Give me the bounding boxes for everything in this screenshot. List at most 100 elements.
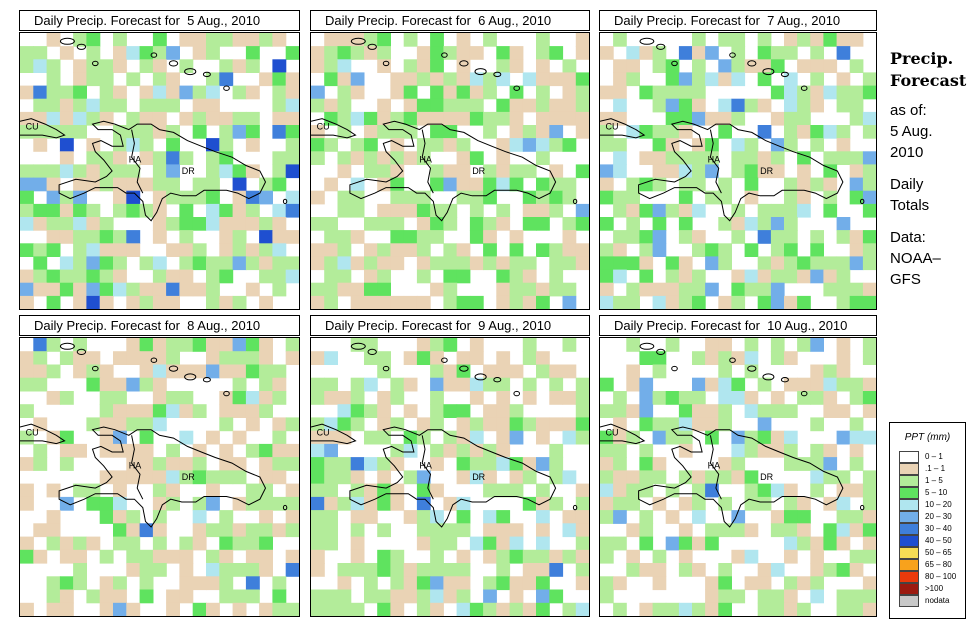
precip-cell: [692, 243, 706, 257]
precip-cell: [536, 138, 550, 152]
precip-cell: [613, 59, 627, 73]
precip-cell: [364, 430, 378, 445]
precip-cell: [126, 190, 141, 205]
precip-cell: [311, 563, 325, 577]
precip-cell: [350, 85, 365, 100]
precip-cell: [536, 190, 550, 205]
precip-cell: [416, 523, 431, 538]
precip-cell: [692, 164, 706, 179]
precip-cell: [350, 72, 365, 87]
precip-cell: [59, 98, 74, 113]
precip-cell: [126, 138, 141, 152]
precip-cell: [390, 549, 405, 564]
precip-cell: [311, 549, 325, 564]
precip-cell: [206, 256, 220, 271]
precip-cell: [626, 230, 640, 244]
precip-cell: [744, 483, 759, 498]
precip-cell: [757, 46, 772, 60]
precip-cell: [139, 338, 154, 352]
precip-cell: [126, 243, 141, 257]
precip-cell: [179, 457, 194, 471]
precip-cell: [862, 377, 876, 392]
precip-cell: [73, 256, 87, 271]
island-outline: [382, 365, 390, 372]
precip-cell: [219, 391, 234, 405]
precip-cell: [390, 391, 405, 405]
precip-cell: [536, 151, 550, 165]
precip-cell: [59, 391, 74, 405]
precip-cell: [678, 177, 693, 192]
precip-cell: [757, 256, 772, 271]
precip-cell: [797, 125, 811, 139]
precip-cell: [678, 443, 693, 458]
precip-cell: [232, 364, 247, 379]
precip-cell: [324, 391, 338, 405]
precip-cell: [770, 589, 785, 604]
precip-cell: [285, 351, 299, 365]
precip-cell: [311, 496, 325, 511]
island-outline: [513, 390, 520, 397]
precip-cell: [73, 536, 87, 551]
island-outline: [223, 390, 230, 397]
precip-cell: [469, 430, 484, 445]
precip-cell: [536, 85, 550, 100]
precip-cell: [73, 230, 87, 244]
precip-cell: [483, 576, 497, 591]
precip-cell: [20, 483, 34, 498]
precip-cell: [272, 443, 287, 458]
precip-cell: [626, 217, 640, 231]
precip-cell: [232, 563, 247, 577]
precip-cell: [377, 351, 391, 365]
precip-cell: [784, 98, 798, 113]
precip-cell: [350, 404, 365, 418]
legend-label: 30 – 40: [925, 524, 952, 533]
precip-cell: [522, 391, 537, 405]
precip-cell: [443, 111, 458, 126]
precip-cell: [836, 125, 851, 139]
precip-map: CU HA DR: [599, 337, 877, 617]
precip-cell: [364, 243, 378, 257]
island-outline: [459, 365, 469, 372]
precip-cell: [245, 164, 260, 179]
precip-cell: [836, 217, 851, 231]
precip-cell: [797, 203, 811, 218]
legend-label: 20 – 30: [925, 512, 952, 521]
precip-cell: [73, 549, 87, 564]
precip-cell: [166, 295, 180, 309]
precip-cell: [692, 510, 706, 524]
precip-cell: [377, 217, 391, 231]
precip-cell: [259, 391, 273, 405]
precip-cell: [272, 523, 287, 538]
precip-cell: [113, 151, 127, 165]
precip-cell: [73, 576, 87, 591]
precip-cell: [509, 125, 524, 139]
precip-cell: [862, 496, 876, 511]
precip-cell: [324, 523, 338, 538]
island-outline: [513, 85, 520, 91]
precip-cell: [770, 391, 785, 405]
precip-cell: [613, 72, 627, 87]
precip-cell: [744, 523, 759, 538]
precip-cell: [219, 59, 234, 73]
precip-cell: [46, 338, 61, 352]
precip-cell: [823, 536, 838, 551]
precip-cell: [377, 111, 391, 126]
precip-cell: [192, 177, 207, 192]
cuba-coastline: [311, 423, 357, 445]
precip-cell: [626, 190, 640, 205]
precip-cell: [219, 164, 234, 179]
precip-cell: [73, 125, 87, 139]
precip-cell: [862, 85, 876, 100]
island-outline: [350, 342, 366, 350]
country-label-haiti: HA: [708, 155, 721, 165]
precip-cell: [430, 177, 444, 192]
precip-cell: [575, 377, 589, 392]
precip-cell: [403, 230, 418, 244]
country-label-cuba: CU: [317, 122, 330, 132]
island-outline: [350, 37, 366, 45]
precip-cell: [311, 377, 325, 392]
precip-cell: [311, 98, 325, 113]
precip-cell: [509, 269, 524, 284]
precip-cell: [232, 496, 247, 511]
precip-cell: [20, 269, 34, 284]
